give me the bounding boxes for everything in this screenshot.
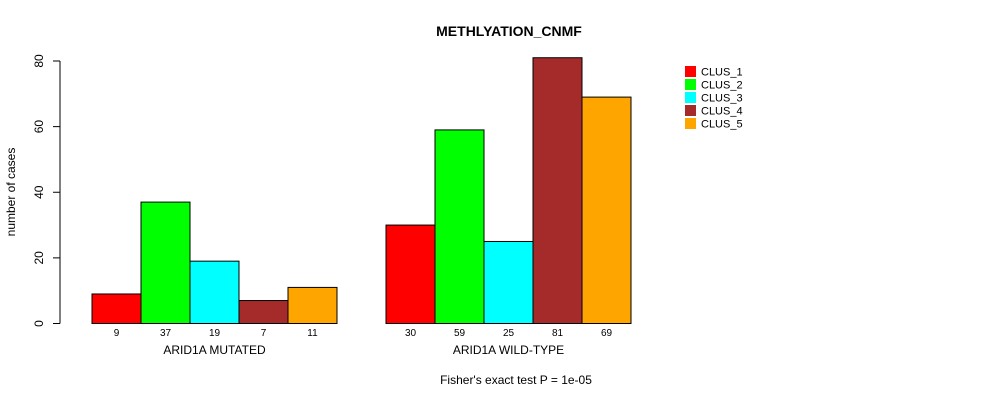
bar-clus2-group1 <box>140 201 191 324</box>
group-label: ARID1A WILD-TYPE <box>453 343 564 357</box>
y-tick-label: 40 <box>32 185 46 199</box>
y-tick-label: 0 <box>32 320 46 327</box>
legend-swatch <box>685 92 696 103</box>
bar-value-label: 19 <box>209 328 221 339</box>
legend-label: CLUS_4 <box>701 106 743 118</box>
bar-value-label: 25 <box>503 328 515 339</box>
legend-swatch <box>685 105 696 116</box>
bar-clus3-group2 <box>483 240 534 324</box>
y-axis-label: number of cases <box>4 148 18 237</box>
bar-clus1-group1 <box>91 293 142 324</box>
bar-value-label: 81 <box>552 328 564 339</box>
legend-swatch <box>685 79 696 90</box>
y-tick-label: 60 <box>32 120 46 134</box>
legend-label: CLUS_1 <box>701 67 743 79</box>
bar-value-label: 9 <box>114 328 120 339</box>
bar-clus5-group2 <box>581 96 632 324</box>
legend-swatch <box>685 66 696 77</box>
legend-swatch <box>685 118 696 129</box>
bar-value-label: 11 <box>307 328 318 339</box>
group-label: ARID1A MUTATED <box>163 343 266 357</box>
bar-clus1-group2 <box>385 224 436 324</box>
bar-value-label: 30 <box>405 328 417 339</box>
y-tick-label: 20 <box>32 251 46 265</box>
bar-labels: 9 37 19 7 11 ARID1A MUTATED 30 59 25 81 69 ARID1A W… <box>114 328 613 357</box>
bars <box>91 57 632 324</box>
legend-label: CLUS_3 <box>701 93 743 105</box>
bar-clus3-group1 <box>189 260 240 324</box>
y-axis: 0 20 40 60 80 <box>32 54 61 327</box>
bar-value-label: 59 <box>454 328 466 339</box>
y-tick-label: 80 <box>32 54 46 68</box>
footnote: Fisher's exact test P = 1e-05 <box>440 373 592 387</box>
bar-value-label: 69 <box>601 328 613 339</box>
bar-clus2-group2 <box>434 129 485 324</box>
bar-clus4-group1 <box>238 300 289 324</box>
bar-value-label: 7 <box>261 328 267 339</box>
bar-clus4-group2 <box>532 57 583 324</box>
legend-label: CLUS_2 <box>701 80 743 92</box>
bar-clus5-group1 <box>287 286 338 324</box>
chart-title: METHLYATION_CNMF <box>436 23 582 39</box>
legend-label: CLUS_5 <box>701 119 743 131</box>
bar-value-label: 37 <box>160 328 172 339</box>
